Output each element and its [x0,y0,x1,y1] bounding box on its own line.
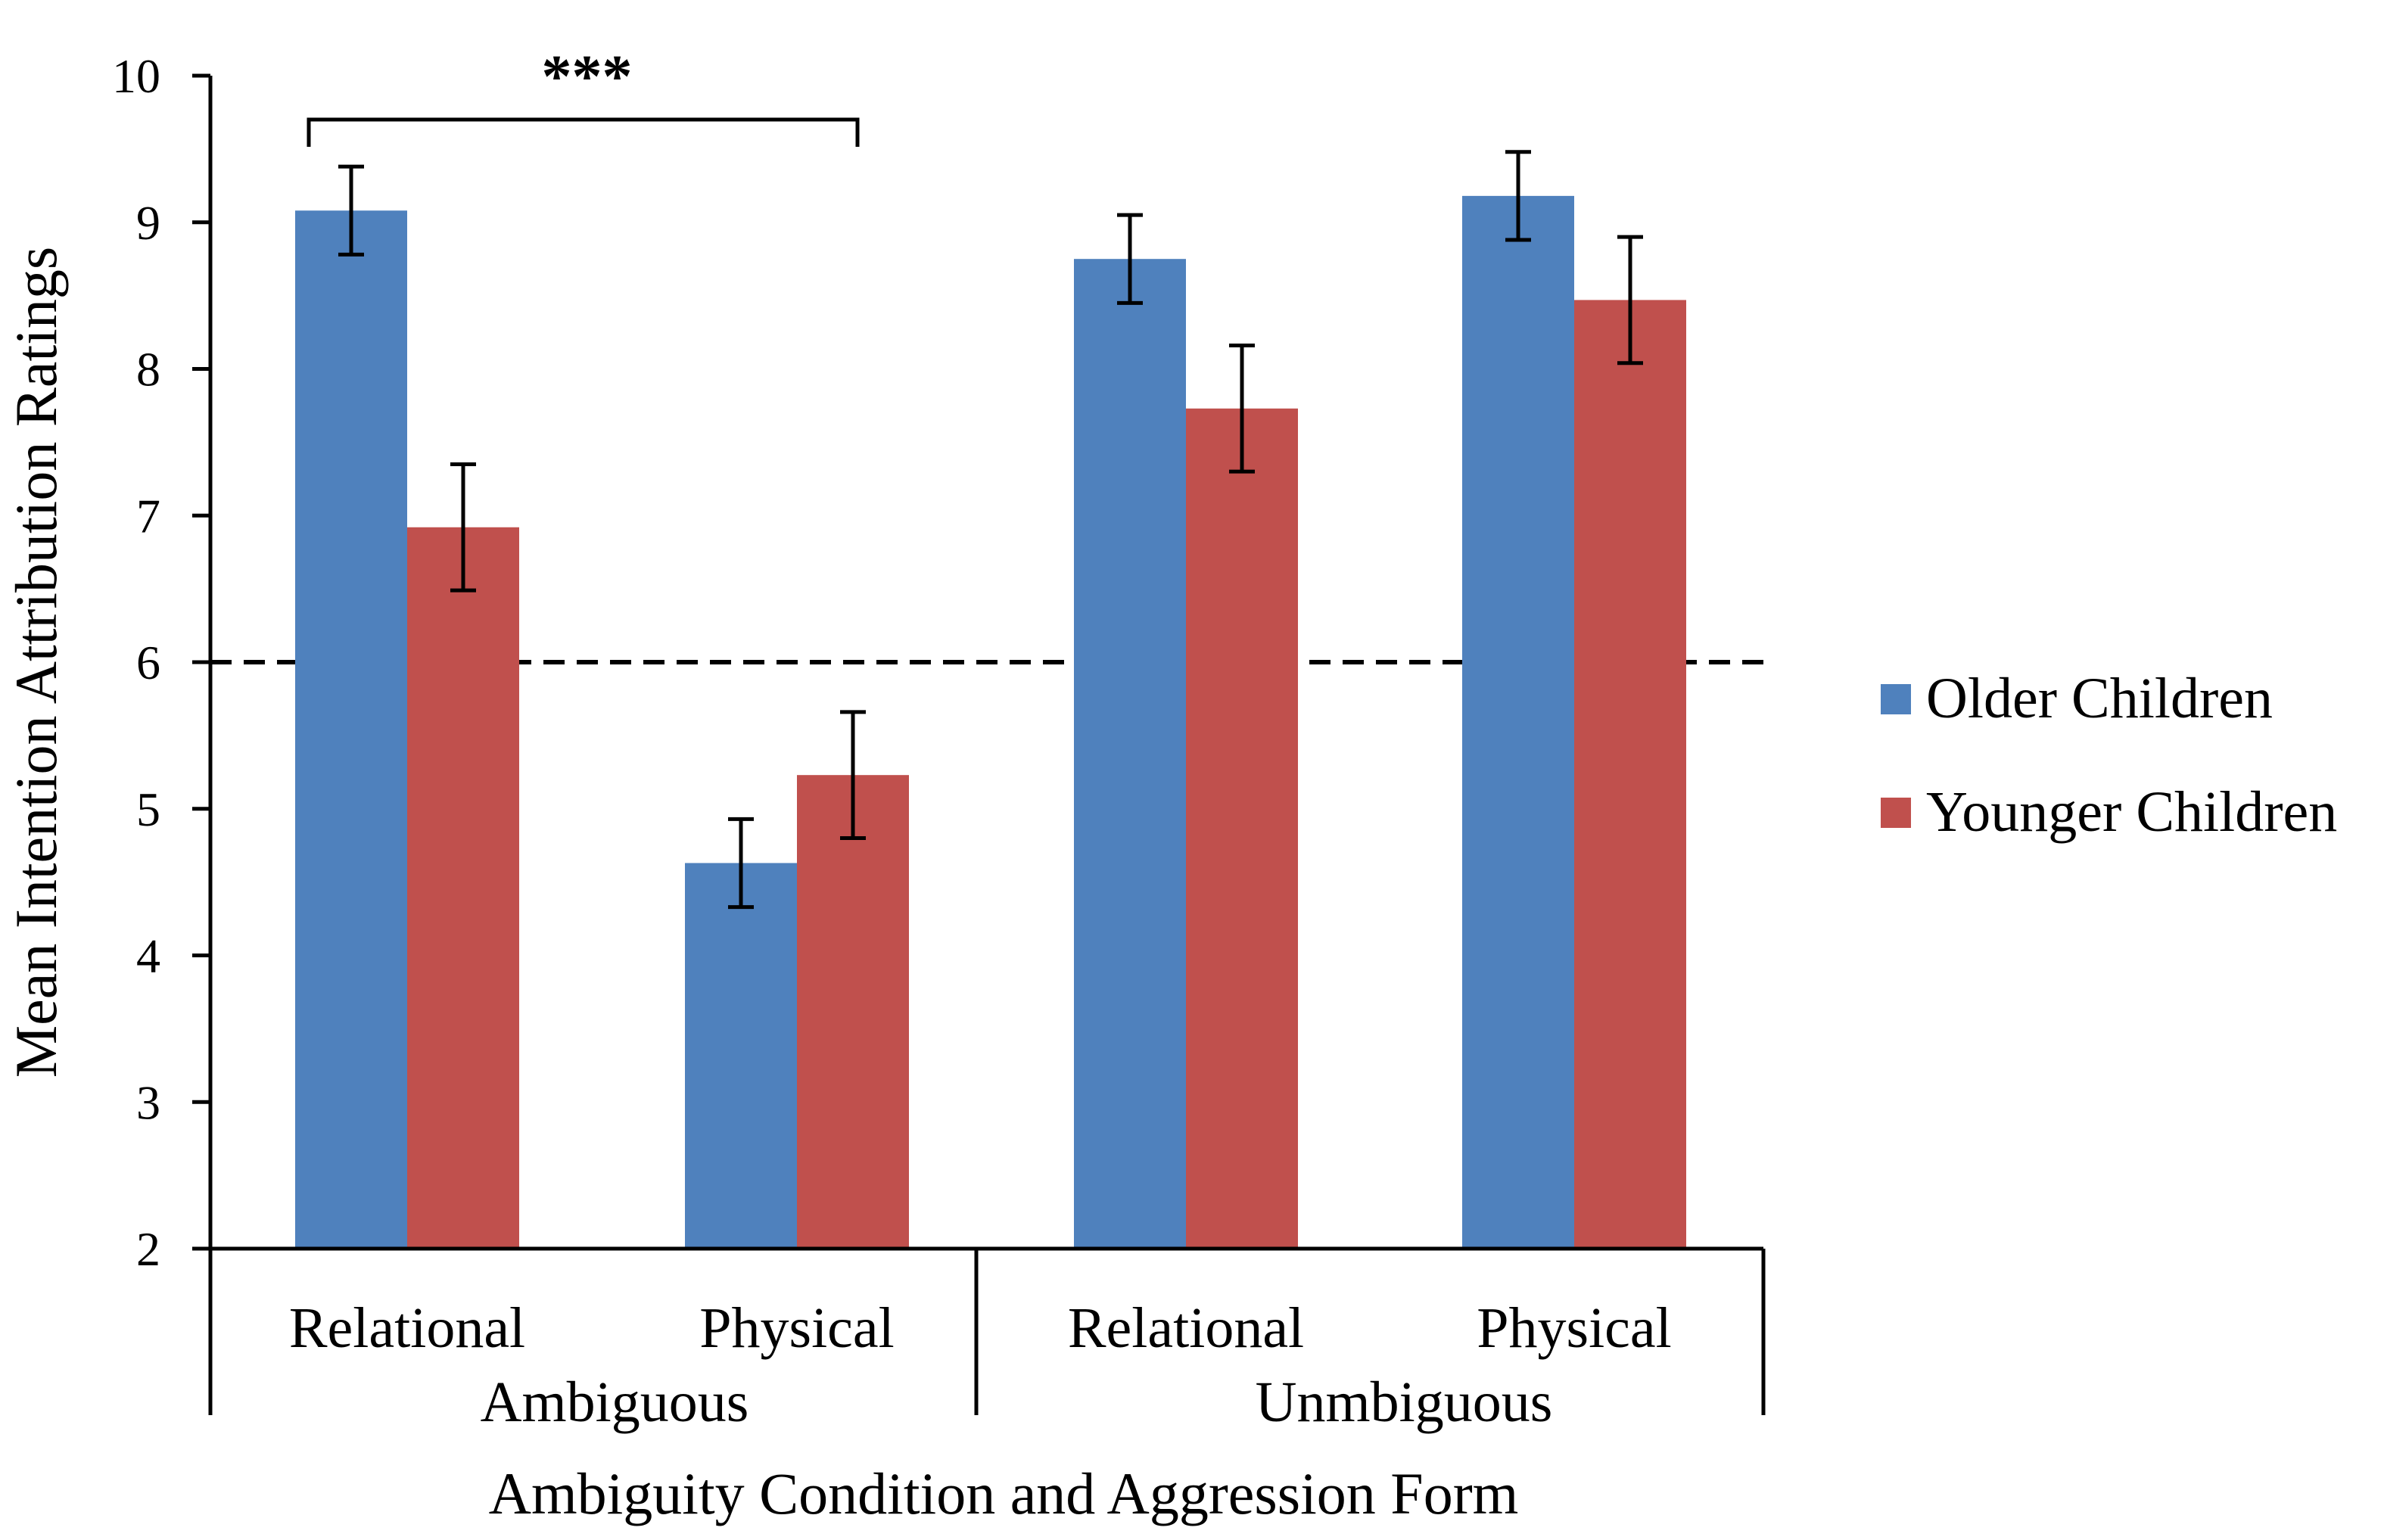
y-tick-label: 10 [112,49,160,103]
x-group-label: Ambiguous [481,1370,749,1434]
legend-label: Older Children [1926,667,2273,730]
x-category-label: Relational [1068,1296,1304,1360]
legend-label: Younger Children [1926,780,2337,844]
error-bar [840,710,866,840]
error-bar [1229,344,1255,474]
x-group-label: Unmbiguous [1256,1370,1553,1434]
bar-younger-children-3 [1574,300,1686,1249]
significance-bracket [307,117,860,147]
labels-layer: 2 3 4 5 6 7 8 9 10 Relational Physical Ambiguous Rel… [3,44,1672,1526]
x-category-label: Physical [699,1296,895,1360]
y-tick-label: 4 [136,929,160,983]
bars-layer [295,195,1686,1249]
y-tick-label: 6 [136,636,160,689]
error-bar [1505,150,1531,242]
bar-older-children-2 [1074,259,1186,1249]
legend-swatch [1881,798,1911,828]
error-bars-layer [338,150,1643,910]
significance-label: *** [542,44,633,110]
y-tick-label: 3 [136,1075,160,1129]
legend: Older Children Younger Children [1881,667,2337,844]
axes-layer [192,73,1766,1415]
bar-younger-children-1 [797,775,909,1249]
y-tick-label: 2 [136,1222,160,1276]
error-bar [1617,235,1643,366]
y-tick-label: 8 [136,343,160,397]
bar-older-children-0 [295,210,407,1249]
x-axis-title: Ambiguity Condition and Aggression Form [489,1461,1519,1526]
error-bar [728,817,754,910]
bar-younger-children-2 [1186,408,1298,1249]
x-category-label: Physical [1477,1296,1672,1360]
bar-younger-children-0 [407,527,519,1249]
error-bar [450,462,476,593]
x-category-label: Relational [289,1296,525,1360]
y-axis-title: Mean Intention Attribution Ratings [3,247,69,1078]
bar-older-children-3 [1462,195,1574,1249]
legend-swatch [1881,684,1911,714]
y-tick-label: 7 [136,489,160,543]
error-bar [1117,213,1143,305]
error-bar [338,164,364,257]
y-tick-label: 5 [136,782,160,836]
bar-older-children-1 [685,863,797,1249]
y-tick-label: 9 [136,196,160,250]
